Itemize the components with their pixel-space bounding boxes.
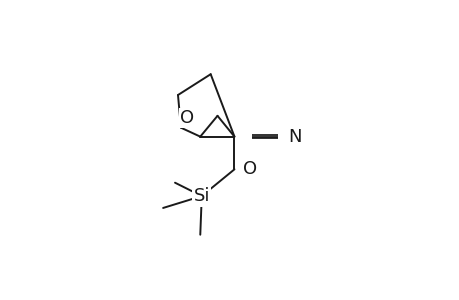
Text: O: O xyxy=(179,109,194,127)
Text: Si: Si xyxy=(193,187,210,205)
Text: O: O xyxy=(243,160,257,178)
Text: N: N xyxy=(287,128,301,146)
